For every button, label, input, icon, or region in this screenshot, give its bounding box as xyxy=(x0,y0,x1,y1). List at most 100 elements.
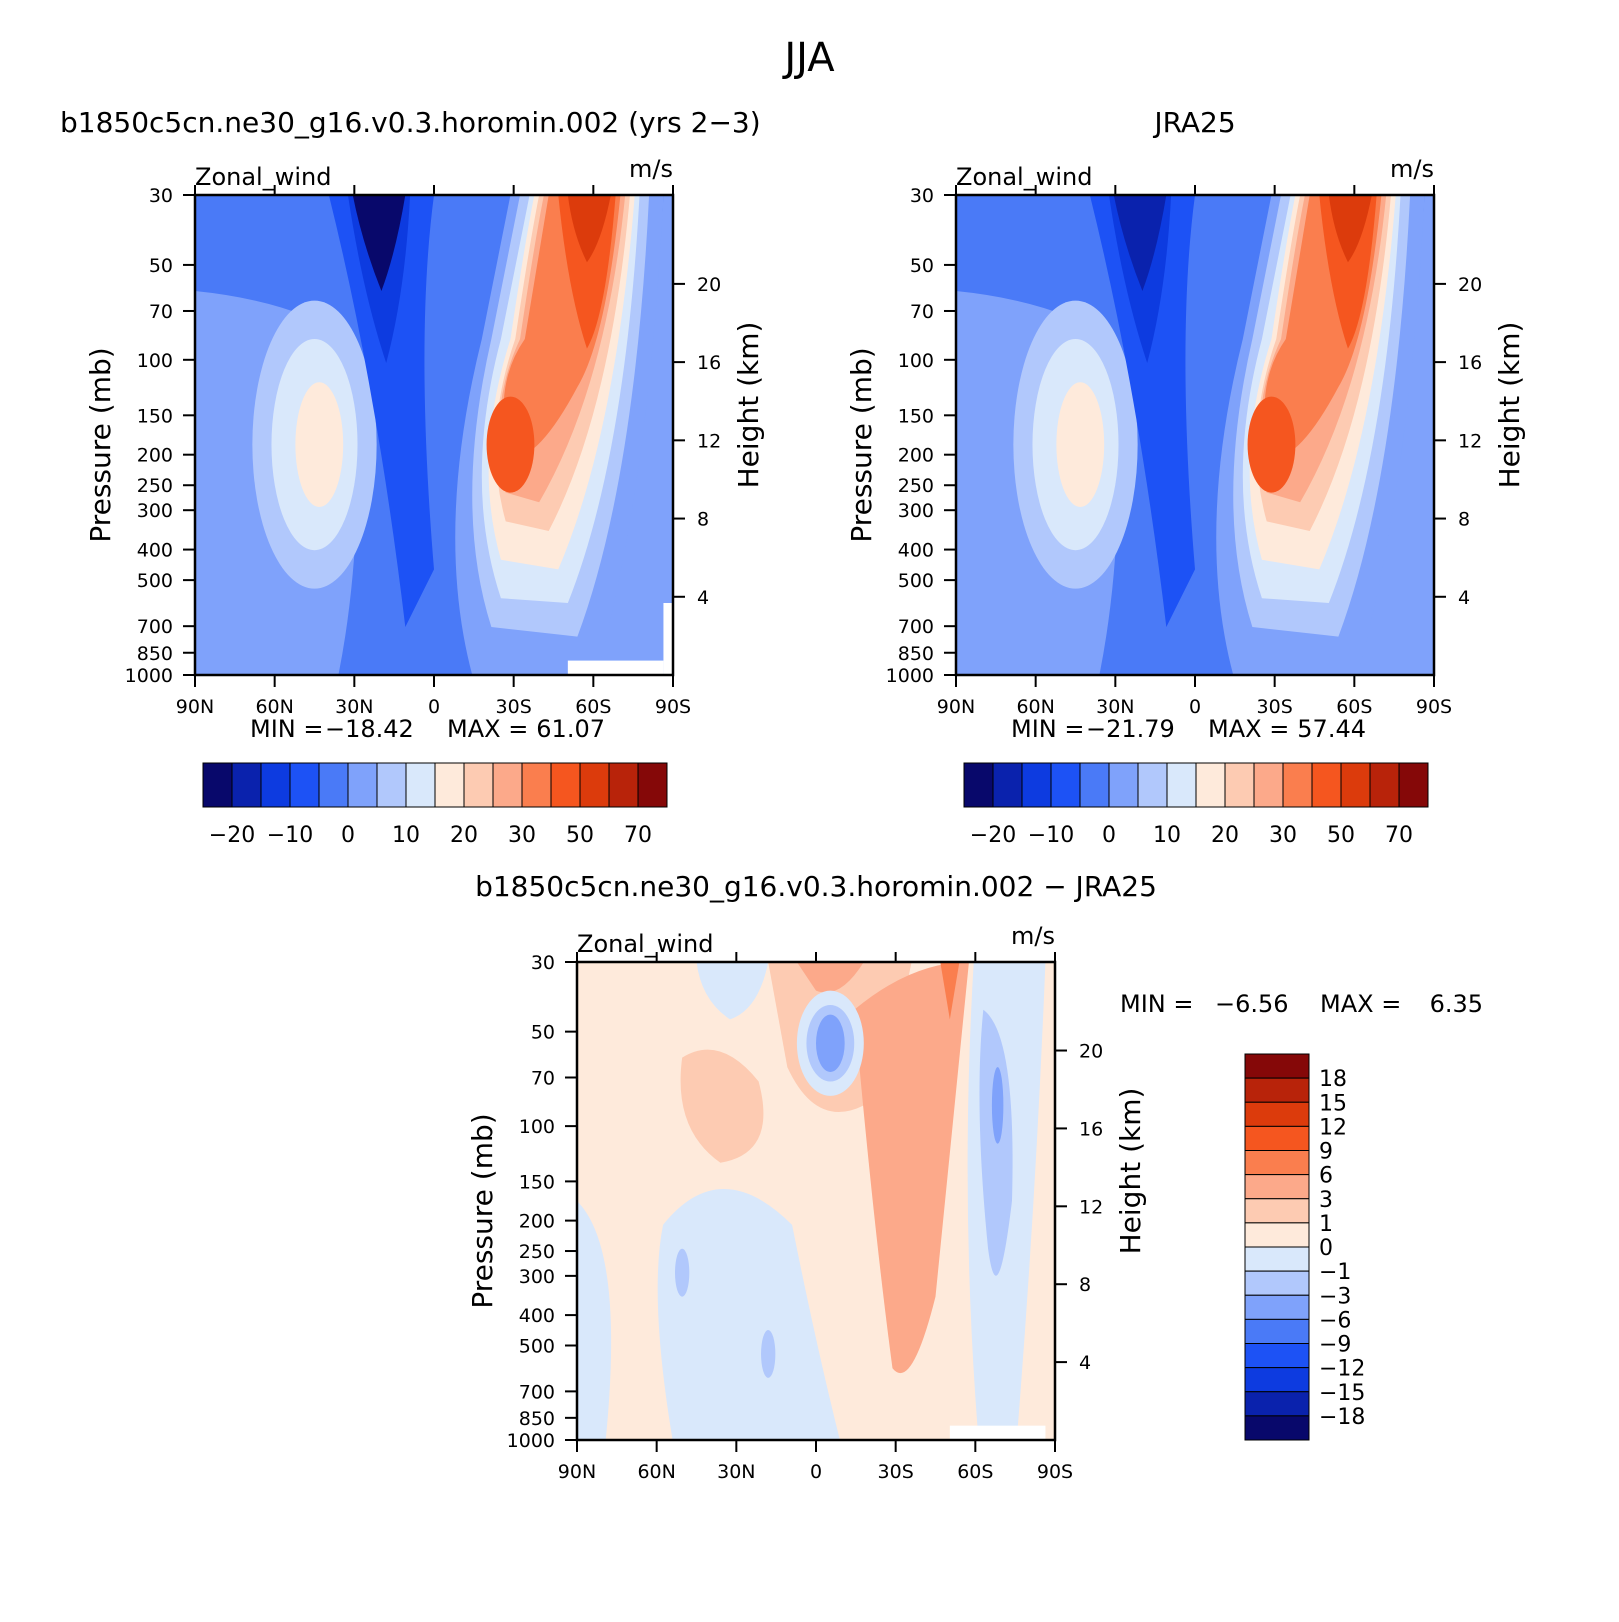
x-tick-label: 60N xyxy=(255,696,293,718)
y-tick-label: 200 xyxy=(137,445,173,467)
y-tick-label: 500 xyxy=(519,1336,555,1358)
y-tick-label: 300 xyxy=(898,500,934,522)
colorbar-tick-label: 50 xyxy=(1327,823,1355,848)
colorbar-box xyxy=(231,762,262,808)
panel-model: b1850c5cn.ne30_g16.v0.3.horomin.002 (yrs… xyxy=(60,106,765,848)
colorbar-tick-label: −10 xyxy=(1028,823,1074,848)
colorbar-box xyxy=(1244,1367,1310,1393)
colorbar-tick-label: −20 xyxy=(209,823,255,848)
colorbar-box xyxy=(521,762,552,808)
panel-diff: b1850c5cn.ne30_g16.v0.3.horomin.002 − JR… xyxy=(466,870,1483,1483)
x-tick-label: 30S xyxy=(878,1461,914,1483)
colorbar-box xyxy=(1108,762,1139,808)
colorbar-box xyxy=(1050,762,1081,808)
colorbar-box xyxy=(1398,762,1429,808)
x-tick-label: 0 xyxy=(810,1461,822,1483)
colorbar-tick-label: 15 xyxy=(1319,1091,1347,1116)
y-tick-label: 70 xyxy=(910,301,934,323)
y-tick-label: 250 xyxy=(137,475,173,497)
y-tick-label: 100 xyxy=(898,350,934,372)
x-tick-label: 90N xyxy=(558,1461,596,1483)
field-band xyxy=(657,1189,840,1440)
field-band xyxy=(328,195,434,627)
y-tick-label: 150 xyxy=(519,1171,555,1193)
colorbar-tick-label: 0 xyxy=(1102,823,1116,848)
y-tick-label: 100 xyxy=(137,350,173,372)
y-tick-label: 30 xyxy=(149,185,173,207)
field-band xyxy=(991,1067,1004,1144)
main-title: JJA xyxy=(784,35,835,81)
field-band xyxy=(1056,382,1105,507)
panel-title: b1850c5cn.ne30_g16.v0.3.horomin.002 − JR… xyxy=(475,870,1157,903)
min-label: MIN = xyxy=(250,715,323,743)
field-band xyxy=(558,195,616,349)
colorbar-tick-label: 50 xyxy=(566,823,594,848)
y-tick-label: 700 xyxy=(137,616,173,638)
colorbar-tick-label: −6 xyxy=(1319,1308,1351,1333)
field-band xyxy=(195,195,339,291)
y-right-tick-label: 12 xyxy=(1079,1196,1103,1218)
x-tick-label: 90S xyxy=(1037,1461,1073,1483)
colorbar-box xyxy=(1021,762,1052,808)
y-tick-label: 300 xyxy=(137,500,173,522)
max-value: 57.44 xyxy=(1297,715,1366,743)
colorbar-box xyxy=(1244,1077,1310,1103)
topography-mask xyxy=(949,1425,1046,1440)
y-tick-label: 500 xyxy=(898,570,934,592)
colorbar-tick-label: 70 xyxy=(1385,823,1413,848)
colorbar-box xyxy=(405,762,436,808)
colorbar-tick-label: 6 xyxy=(1319,1164,1333,1189)
y-tick-label: 250 xyxy=(898,475,934,497)
colorbar-box xyxy=(1369,762,1400,808)
x-tick-label: 60N xyxy=(1016,696,1054,718)
colorbar-box xyxy=(1195,762,1226,808)
x-tick-label: 60S xyxy=(1336,696,1372,718)
colorbar-box xyxy=(492,762,523,808)
colorbar-box xyxy=(1244,1415,1310,1441)
colorbar-box xyxy=(1244,1125,1310,1151)
panel-title: JRA25 xyxy=(1152,106,1235,139)
x-tick-label: 30N xyxy=(335,696,373,718)
colorbar-tick-label: −10 xyxy=(267,823,313,848)
contour-field xyxy=(577,962,1055,1440)
y-tick-label: 100 xyxy=(519,1116,555,1138)
y-tick-label: 400 xyxy=(137,540,173,562)
y-right-tick-label: 16 xyxy=(1079,1118,1103,1140)
colorbar-box xyxy=(1244,1198,1310,1224)
y-tick-label: 700 xyxy=(898,616,934,638)
variable-label: Zonal_wind xyxy=(577,930,713,958)
colorbar-box xyxy=(260,762,291,808)
field-band xyxy=(596,195,673,675)
colorbar-box xyxy=(1253,762,1284,808)
y-right-tick-label: 8 xyxy=(1079,1274,1091,1296)
y-tick-label: 1000 xyxy=(886,665,934,687)
colorbar-box xyxy=(1137,762,1168,808)
x-tick-label: 90S xyxy=(655,696,691,718)
units-label: m/s xyxy=(1390,155,1434,183)
y-tick-label: 500 xyxy=(137,570,173,592)
colorbar-tick-label: −3 xyxy=(1319,1284,1351,1309)
max-label: MAX = xyxy=(1208,715,1289,743)
field-band xyxy=(696,962,769,1020)
colorbar-box xyxy=(550,762,581,808)
max-label: MAX = xyxy=(1320,990,1401,1018)
y-right-tick-label: 8 xyxy=(697,509,709,531)
y-right-tick-label: 12 xyxy=(697,430,721,452)
colorbar-tick-label: 30 xyxy=(508,823,536,848)
field-band xyxy=(674,1248,690,1297)
colorbar-box xyxy=(1244,1318,1310,1344)
field-band xyxy=(1357,195,1434,675)
colorbar-box xyxy=(1244,1391,1310,1417)
colorbar-box xyxy=(963,762,994,808)
y-right-tick-label: 12 xyxy=(1458,430,1482,452)
x-tick-label: 30S xyxy=(496,696,532,718)
y-tick-label: 200 xyxy=(519,1211,555,1233)
panel-title: b1850c5cn.ne30_g16.v0.3.horomin.002 (yrs… xyxy=(60,106,761,139)
y-tick-label: 150 xyxy=(137,405,173,427)
units-label: m/s xyxy=(629,155,673,183)
units-label: m/s xyxy=(1011,922,1055,950)
colorbar-box xyxy=(1244,1222,1310,1248)
field-band xyxy=(979,1009,1013,1276)
colorbar-tick-label: −1 xyxy=(1319,1260,1351,1285)
colorbar-tick-label: 0 xyxy=(341,823,355,848)
